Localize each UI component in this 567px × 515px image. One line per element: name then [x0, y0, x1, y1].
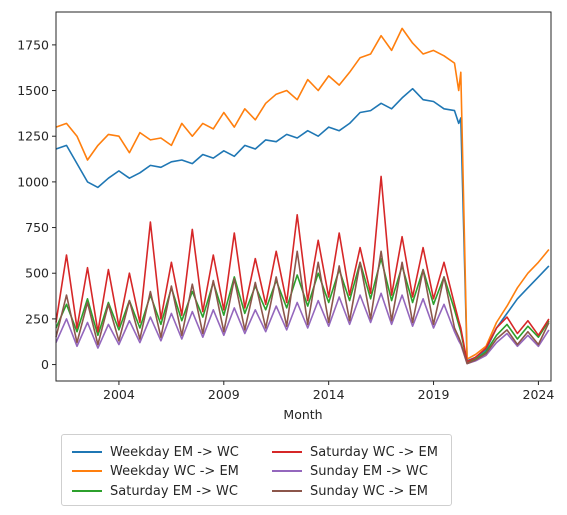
x-tick-label-1: 2004: [103, 387, 135, 402]
y-tick-label-1: 0: [41, 357, 49, 372]
y-tick-label-6: 1250: [17, 129, 49, 144]
legend-swatch-1: [72, 451, 102, 453]
legend-swatch-3: [72, 490, 102, 492]
legend-label-2: Weekday WC -> EM: [110, 463, 239, 479]
x-tick-label-5: 2024: [523, 387, 555, 402]
legend-swatch-5: [272, 470, 302, 472]
y-axis: 0 250 500 750 1000 1250 1500 1750: [17, 37, 56, 372]
x-tick-label-3: 2014: [313, 387, 345, 402]
legend-item-6: Sunday WC -> EM: [272, 481, 428, 501]
legend-item-2: Weekday WC -> EM: [72, 461, 239, 481]
legend-item-5: Sunday EM -> WC: [272, 461, 428, 481]
legend-item-1: Weekday EM -> WC: [72, 442, 239, 462]
legend-label-1: Weekday EM -> WC: [110, 444, 239, 460]
x-axis-title: Month: [283, 407, 322, 422]
plot-frame: [55, 11, 552, 382]
legend: Weekday EM -> WC Weekday WC -> EM Saturd…: [61, 434, 452, 506]
x-tick-label-2: 2009: [208, 387, 240, 402]
legend-label-6: Sunday WC -> EM: [310, 483, 428, 499]
series-line-4: [55, 175, 550, 363]
legend-item-4: Saturday WC -> EM: [272, 442, 438, 462]
legend-swatch-4: [272, 451, 302, 453]
x-axis: 2004 2009 2014 2019 2024: [103, 381, 554, 402]
series-line-2: [55, 27, 550, 360]
legend-item-3: Saturday EM -> WC: [72, 481, 238, 501]
legend-swatch-2: [72, 470, 102, 472]
y-tick-label-2: 250: [25, 311, 49, 326]
series-line-1: [55, 87, 550, 362]
legend-label-4: Saturday WC -> EM: [310, 444, 438, 460]
y-tick-label-8: 1750: [17, 37, 49, 52]
x-tick-label-4: 2019: [418, 387, 450, 402]
y-tick-label-4: 750: [25, 220, 49, 235]
series-line-6: [55, 250, 550, 365]
series-layer: [55, 27, 550, 365]
legend-label-5: Sunday EM -> WC: [310, 463, 428, 479]
legend-swatch-6: [272, 490, 302, 492]
y-tick-label-5: 1000: [17, 174, 49, 189]
y-tick-label-3: 500: [25, 266, 49, 281]
legend-label-3: Saturday EM -> WC: [110, 483, 238, 499]
y-tick-label-7: 1500: [17, 83, 49, 98]
